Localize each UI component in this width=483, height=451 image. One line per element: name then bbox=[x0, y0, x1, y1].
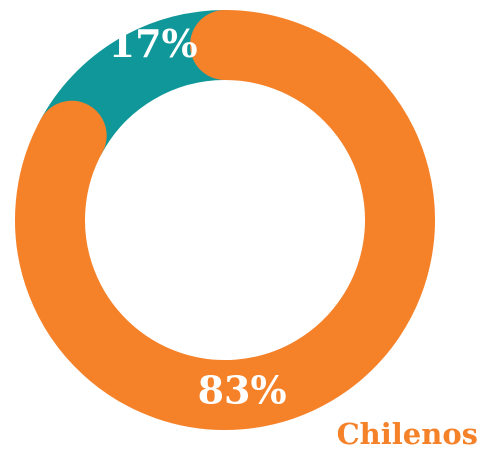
category-label: Chilenos bbox=[337, 417, 478, 451]
donut-segment bbox=[15, 10, 435, 430]
data-label: 17% bbox=[109, 21, 198, 66]
data-label: 83% bbox=[198, 368, 287, 413]
